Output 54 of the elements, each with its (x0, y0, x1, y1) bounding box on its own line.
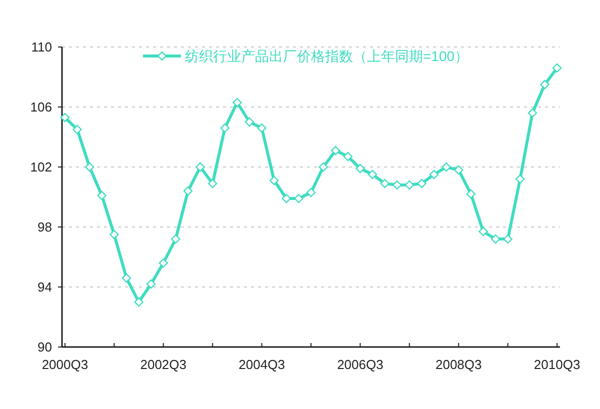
y-tick-label: 110 (31, 40, 52, 55)
point (122, 273, 132, 283)
x-tick-label: 2004Q3 (238, 357, 285, 372)
point (269, 176, 279, 186)
point (528, 108, 538, 118)
point (84, 162, 94, 172)
point (257, 123, 266, 133)
point (540, 80, 550, 90)
point (110, 230, 119, 240)
point (490, 234, 500, 244)
point (466, 189, 476, 199)
point (429, 170, 439, 180)
point (331, 146, 340, 156)
point (208, 178, 218, 188)
x-tick-label: 2010Q3 (534, 357, 580, 372)
x-tick-label: 2008Q3 (435, 357, 482, 372)
point (244, 117, 254, 127)
point (454, 165, 464, 175)
point (552, 63, 562, 73)
point (478, 226, 488, 236)
y-tick-label: 94 (38, 280, 52, 295)
point (404, 180, 414, 190)
point (392, 180, 402, 190)
point (368, 170, 378, 180)
y-tick-label: 106 (30, 100, 52, 115)
x-tick-label: 2006Q3 (337, 357, 384, 372)
point (282, 194, 291, 204)
y-tick-label: 90 (38, 340, 52, 355)
point (343, 152, 353, 162)
legend-label: 纺织行业产品出厂价格指数（上年同期=100） (185, 48, 469, 64)
point (356, 164, 365, 174)
point (196, 162, 205, 172)
point (294, 194, 304, 204)
point (417, 178, 426, 188)
y-tick-label: 102 (30, 160, 52, 175)
point (134, 297, 144, 307)
point (183, 186, 193, 196)
x-tick-label: 2000Q3 (42, 357, 88, 372)
point (503, 234, 512, 244)
point (232, 98, 242, 108)
point (158, 258, 168, 268)
point (442, 162, 451, 172)
point (380, 178, 390, 188)
x-tick-label: 2002Q3 (140, 357, 187, 372)
point (516, 174, 525, 184)
point (171, 234, 180, 244)
y-tick-label: 98 (38, 220, 52, 235)
point (146, 279, 156, 289)
point (220, 123, 230, 133)
point (72, 124, 82, 134)
point (60, 112, 70, 122)
point (97, 190, 106, 200)
point (318, 162, 328, 172)
point (306, 188, 316, 198)
